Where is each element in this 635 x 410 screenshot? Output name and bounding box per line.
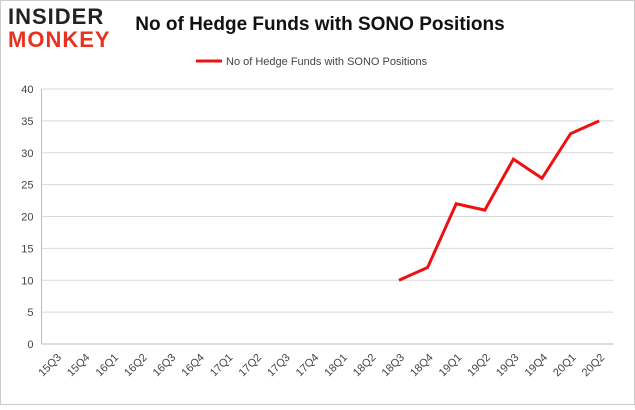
y-tick-label: 5 xyxy=(27,307,33,319)
y-tick-label: 25 xyxy=(21,180,33,192)
y-tick-label: 20 xyxy=(21,212,33,224)
series-line xyxy=(398,119,600,282)
chart-title: No of Hedge Funds with SONO Positions xyxy=(135,14,504,35)
y-tick-label: 30 xyxy=(21,148,33,160)
y-tick-label: 35 xyxy=(21,116,33,128)
legend-label: No of Hedge Funds with SONO Positions xyxy=(226,56,428,68)
logo-bottom: MONKEY xyxy=(8,27,111,52)
y-tick-label: 10 xyxy=(21,275,33,287)
y-tick-label: 40 xyxy=(21,84,33,96)
y-tick-label: 15 xyxy=(21,243,33,255)
logo-top: INSIDER xyxy=(8,4,104,29)
y-tick-label: 0 xyxy=(27,339,33,351)
